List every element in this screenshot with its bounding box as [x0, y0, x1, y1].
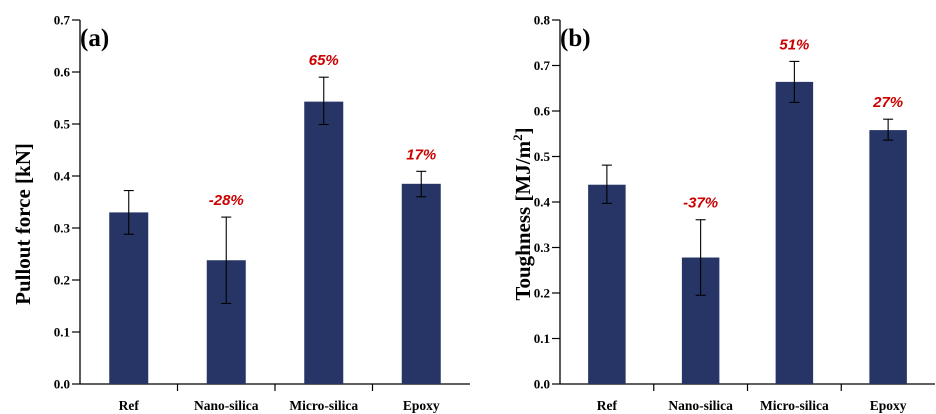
bar-ref — [588, 184, 626, 384]
y-tick-label: 0.4 — [54, 169, 71, 184]
y-tick-label: 0.3 — [534, 240, 551, 255]
bar-micro-silica — [775, 81, 814, 384]
x-category-label: Nano-silica — [668, 398, 733, 413]
y-tick-label: 0.4 — [534, 195, 551, 210]
y-tick-label: 0.0 — [534, 377, 550, 392]
panel-b-label: (b) — [560, 25, 591, 52]
percent-change-label: -37% — [683, 195, 718, 212]
x-category-label: Ref — [597, 398, 618, 413]
panel-b-y-axis-title: Toughness [MJ/m2] — [510, 127, 535, 300]
y-tick-label: 0.0 — [54, 377, 70, 392]
bar-epoxy — [869, 130, 907, 384]
panel-b-bars: -37% 51% 27% — [588, 36, 907, 384]
panel-a-chart: 0.0 0.1 0.2 0.3 0.4 0.5 0.6 0.7 Ref Nano-silica Mi… — [11, 13, 470, 413]
percent-change-label: 51% — [779, 36, 809, 53]
x-category-label: Nano-silica — [194, 398, 259, 413]
panel-a-axes: 0.0 0.1 0.2 0.3 0.4 0.5 0.6 0.7 Ref Nano-silica Mi… — [54, 13, 470, 413]
percent-change-label: -28% — [209, 192, 244, 209]
panel-b-axes: 0.0 0.1 0.2 0.3 0.4 0.5 0.6 0.7 0.8 Ref Nano-silic… — [534, 13, 935, 413]
y-tick-label: 0.1 — [54, 325, 70, 340]
y-tick-label: 0.7 — [54, 13, 71, 28]
panel-a-label: (a) — [80, 25, 109, 52]
y-tick-label: 0.3 — [54, 221, 71, 236]
y-tick-label: 0.6 — [534, 104, 551, 119]
y-tick-label: 0.2 — [54, 273, 70, 288]
panel-a-y-axis-title: Pullout force [kN] — [11, 143, 35, 305]
panel-b-chart: 0.0 0.1 0.2 0.3 0.4 0.5 0.6 0.7 0.8 Ref Nano-silic… — [510, 13, 935, 413]
bar-micro-silica — [304, 101, 344, 384]
x-category-label: Micro-silica — [760, 398, 829, 413]
y-tick-label: 0.5 — [54, 117, 71, 132]
y-tick-label: 0.1 — [534, 331, 550, 346]
y-tick-label: 0.6 — [54, 65, 71, 80]
percent-change-label: 27% — [872, 94, 903, 111]
percent-change-label: 65% — [309, 52, 339, 69]
bar-ref — [109, 212, 149, 384]
x-category-label: Micro-silica — [289, 398, 358, 413]
x-category-label: Ref — [119, 398, 140, 413]
panel-b-y-axis-title-sup: 2 — [510, 134, 525, 141]
y-tick-label: 0.5 — [534, 149, 551, 164]
y-tick-label: 0.8 — [534, 13, 551, 28]
panel-b-y-axis-title-tail: ] — [511, 127, 535, 134]
x-category-label: Epoxy — [870, 398, 907, 413]
bar-epoxy — [401, 183, 441, 384]
y-tick-label: 0.7 — [534, 58, 551, 73]
percent-change-label: 17% — [406, 146, 436, 163]
y-tick-label: 0.2 — [534, 286, 550, 301]
x-category-label: Epoxy — [403, 398, 440, 413]
panel-b-y-axis-title-main: Toughness [MJ/m — [511, 140, 535, 300]
panel-a-bars: -28% 65% 17% — [109, 52, 441, 384]
